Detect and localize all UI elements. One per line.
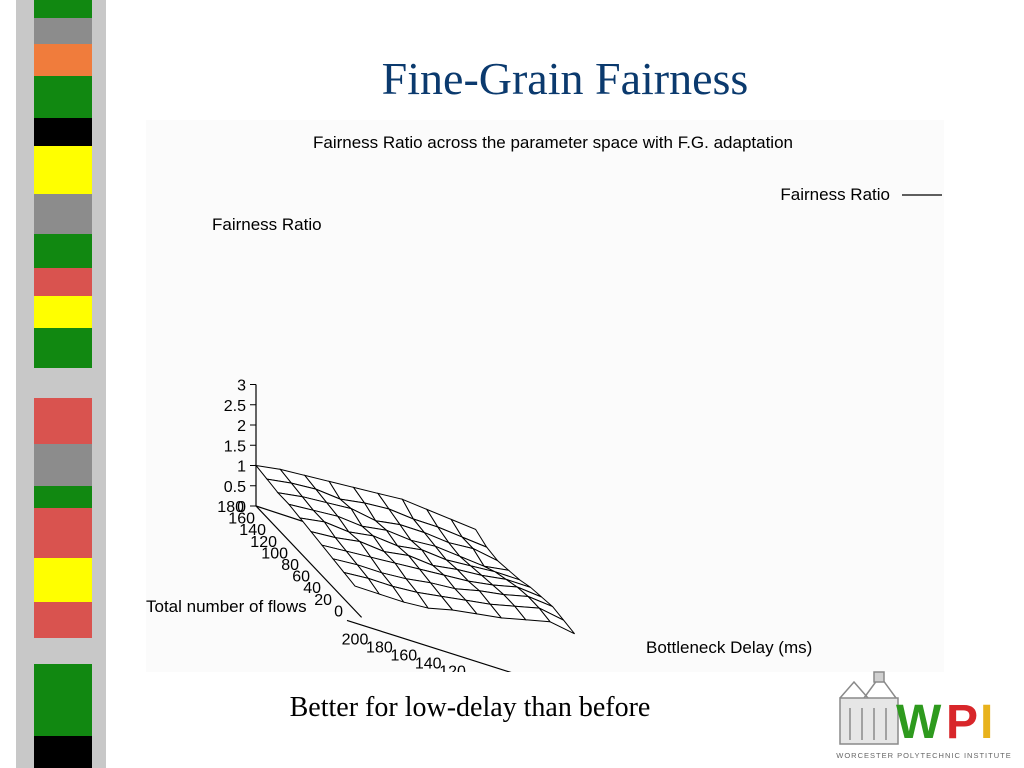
strip-segment [34, 638, 92, 664]
flows-axis-line [255, 505, 363, 618]
strip-segment [34, 194, 92, 234]
slide-title: Fine-Grain Fairness [381, 53, 749, 104]
logo-subtitle: WORCESTER POLYTECHNIC INSTITUTE [836, 751, 1011, 760]
delay-tick-label: 200 [342, 631, 369, 648]
logo-letter-w: W [896, 696, 942, 749]
z-tick-label: 1 [237, 459, 246, 476]
strip-segment [34, 664, 92, 736]
flows-tick-label: 140 [239, 522, 266, 539]
strip-segment [34, 44, 92, 76]
strip-segment [34, 118, 92, 146]
strip-segment [34, 398, 92, 444]
delay-tick-label: 160 [390, 647, 417, 664]
strip-segment [34, 558, 92, 602]
strip-segment [34, 328, 92, 368]
z-tick-label: 0 [237, 499, 246, 516]
slide-caption: Better for low-delay than before [289, 692, 651, 723]
chart-svg: Fairness Ratio across the parameter spac… [146, 133, 942, 673]
z-tick-label: 1.5 [224, 438, 246, 455]
strip-segment [34, 508, 92, 558]
strip-segment [34, 0, 92, 18]
logo-letter-i: I [980, 696, 993, 749]
legend-label: Fairness Ratio [780, 185, 890, 204]
strip-segment [34, 296, 92, 328]
strip-segment [34, 736, 92, 768]
flows-tick-label: 80 [281, 557, 299, 574]
delay-tick-label: 140 [415, 655, 442, 672]
chart-title: Fairness Ratio across the parameter spac… [313, 133, 793, 152]
strip-segment [34, 602, 92, 638]
strip-segment [34, 268, 92, 296]
wpi-logo: W P I WORCESTER POLYTECHNIC INSTITUTE [836, 671, 1011, 760]
strip-segment [34, 444, 92, 486]
flows-tick-label: 100 [261, 545, 288, 562]
delay-tick-label: 180 [366, 639, 393, 656]
x-axis-label: Bottleneck Delay (ms) [646, 638, 812, 657]
strip-segment [34, 76, 92, 118]
y-axis-label: Total number of flows [146, 597, 307, 616]
flows-tick-label: 120 [250, 534, 277, 551]
flows-tick-label: 160 [228, 511, 255, 528]
strip-segment [34, 234, 92, 268]
strip-segment [34, 368, 92, 398]
flows-tick-label: 0 [334, 603, 343, 620]
delay-tick-label: 100 [464, 671, 491, 672]
flows-tick-label: 40 [303, 580, 321, 597]
surface-mesh [254, 464, 575, 635]
z-tick-label: 0.5 [224, 479, 246, 496]
side-color-strip [0, 0, 112, 768]
z-axis-label: Fairness Ratio [212, 215, 322, 234]
delay-tick-label: 120 [439, 663, 466, 672]
flows-tick-label: 60 [292, 569, 310, 586]
flows-tick-label: 180 [217, 499, 244, 516]
z-tick-label: 3 [237, 378, 246, 395]
tick-labels: 00.511.522.53200180160140120100806040200… [217, 378, 491, 673]
strip-segment [34, 18, 92, 44]
delay-axis-front-line [346, 619, 512, 672]
strip-segment [34, 486, 92, 508]
logo-letter-p: P [946, 696, 978, 749]
surface-chart: Fairness Ratio across the parameter spac… [146, 120, 944, 672]
building-icon [839, 671, 899, 745]
flows-tick-label: 20 [314, 592, 332, 609]
strip-segment [34, 146, 92, 194]
surface-cell [538, 607, 575, 635]
z-tick-label: 2 [237, 418, 246, 435]
z-tick-label: 2.5 [224, 398, 246, 415]
